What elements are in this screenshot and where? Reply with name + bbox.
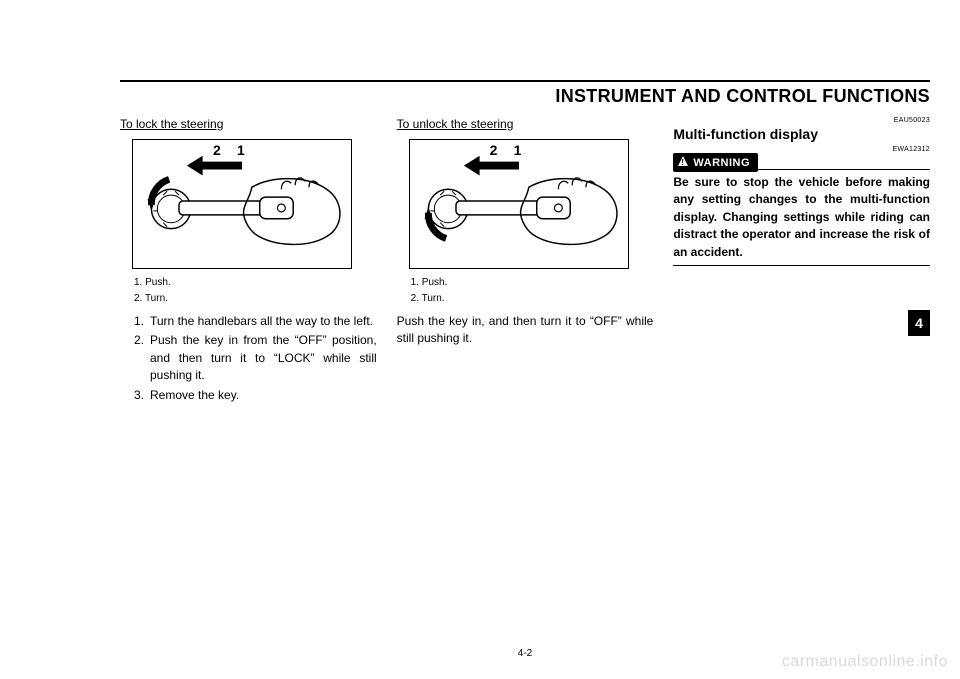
list-item: 2. Push the key in from the “OFF” po­sit… xyxy=(134,332,377,384)
step-number: 1. xyxy=(134,313,150,330)
warning-badge: ! WARNING xyxy=(673,153,758,172)
lock-section-title: To lock the steering xyxy=(120,117,377,131)
lock-fig-caption: 1. Push. 2. Turn. xyxy=(134,275,377,307)
svg-text:!: ! xyxy=(682,158,685,167)
list-item: 3. Remove the key. xyxy=(134,387,377,404)
lock-callout-1: 1 xyxy=(237,142,245,158)
warning-end-rule xyxy=(673,265,930,266)
step-number: 3. xyxy=(134,387,150,404)
header-title: INSTRUMENT AND CONTROL FUNCTIONS xyxy=(120,86,930,107)
unlock-callout-2: 2 xyxy=(490,142,498,158)
page: INSTRUMENT AND CONTROL FUNCTIONS To lock… xyxy=(120,80,930,659)
warning-triangle-icon: ! xyxy=(677,155,689,170)
unlock-callout-1: 1 xyxy=(514,142,522,158)
unlock-section-title: To unlock the steering xyxy=(397,117,654,131)
step-text: Remove the key. xyxy=(150,387,239,404)
unlock-figure: 1 2 xyxy=(409,139,629,269)
column-unlock: To unlock the steering 1 2 xyxy=(397,117,654,406)
step-number: 2. xyxy=(134,332,150,384)
mfd-title: Multi-function display xyxy=(673,126,930,142)
list-item: 1. Turn the handlebars all the way to th… xyxy=(134,313,377,330)
lock-figure: 1 2 xyxy=(132,139,352,269)
step-text: Push the key in from the “OFF” po­sition… xyxy=(150,332,377,384)
unlock-caption-1: 1. Push. xyxy=(411,275,654,291)
side-tab: 4 xyxy=(908,310,930,336)
column-lock: To lock the steering xyxy=(120,117,377,406)
columns: To lock the steering xyxy=(120,117,930,406)
lock-caption-2: 2. Turn. xyxy=(134,291,377,307)
unlock-illustration-svg xyxy=(410,140,628,268)
step-text: Turn the handlebars all the way to the l… xyxy=(150,313,373,330)
column-mfd: EAU50023 Multi-function display EWA12312… xyxy=(673,117,930,406)
unlock-fig-caption: 1. Push. 2. Turn. xyxy=(411,275,654,307)
code-eau: EAU50023 xyxy=(673,117,930,124)
warning-rule xyxy=(758,169,930,170)
unlock-body-text: Push the key in, and then turn it to “OF… xyxy=(397,313,654,348)
code-ewa: EWA12312 xyxy=(673,146,930,153)
lock-steps: 1. Turn the handlebars all the way to th… xyxy=(134,313,377,404)
header-rule xyxy=(120,80,930,82)
warning-text: Be sure to stop the vehicle before makin… xyxy=(673,174,930,261)
lock-caption-1: 1. Push. xyxy=(134,275,377,291)
lock-callout-2: 2 xyxy=(213,142,221,158)
warning-label: WARNING xyxy=(693,157,750,169)
warning-row: ! WARNING xyxy=(673,153,930,172)
unlock-caption-2: 2. Turn. xyxy=(411,291,654,307)
watermark: carmanualsonline.info xyxy=(782,653,948,671)
lock-illustration-svg xyxy=(133,140,351,268)
